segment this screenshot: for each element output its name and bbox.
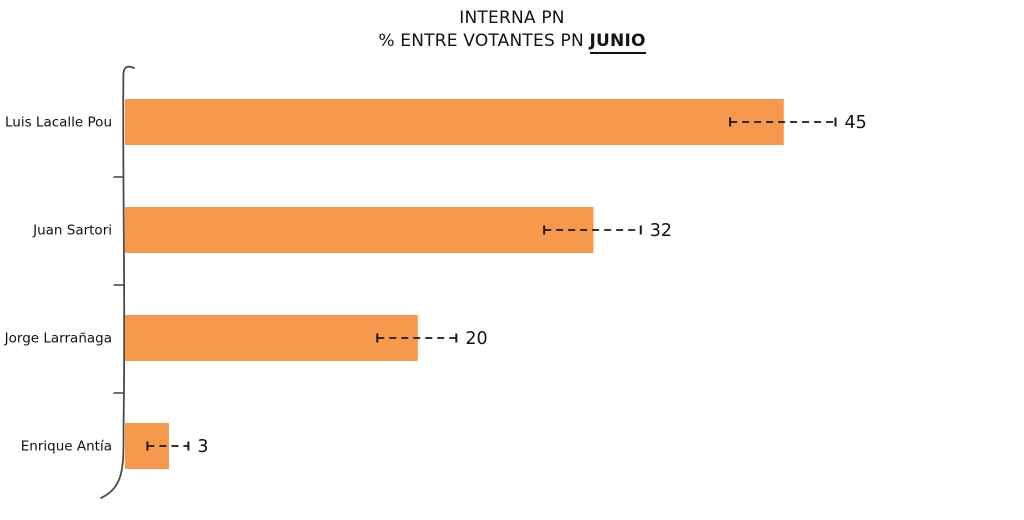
chart-title-line2-prefix: % ENTRE VOTANTES PN: [378, 31, 590, 51]
category-label-juan-sartori: Juan Sartori: [32, 223, 112, 239]
category-label-enrique-ant-a: Enrique Antía: [21, 439, 112, 455]
value-label-luis-lacalle-pou: 45: [845, 113, 867, 133]
value-label-juan-sartori: 32: [650, 221, 672, 241]
chart-title-junio-underlined: JUNIO: [589, 31, 646, 54]
bar-jorge-larra-aga: [125, 315, 418, 361]
bar-luis-lacalle-pou: [125, 99, 784, 145]
value-label-jorge-larra-aga: 20: [465, 329, 487, 349]
chart-title-line2: % ENTRE VOTANTES PN JUNIO: [0, 30, 1024, 54]
bar-juan-sartori: [125, 207, 594, 253]
category-label-luis-lacalle-pou: Luis Lacalle Pou: [5, 115, 112, 131]
value-label-enrique-ant-a: 3: [197, 437, 208, 457]
chart-title-line1: INTERNA PN: [459, 8, 565, 28]
y-axis: [100, 65, 135, 499]
category-label-jorge-larra-aga: Jorge Larrañaga: [4, 331, 112, 347]
chart-title: INTERNA PN % ENTRE VOTANTES PN JUNIO: [0, 7, 1024, 54]
